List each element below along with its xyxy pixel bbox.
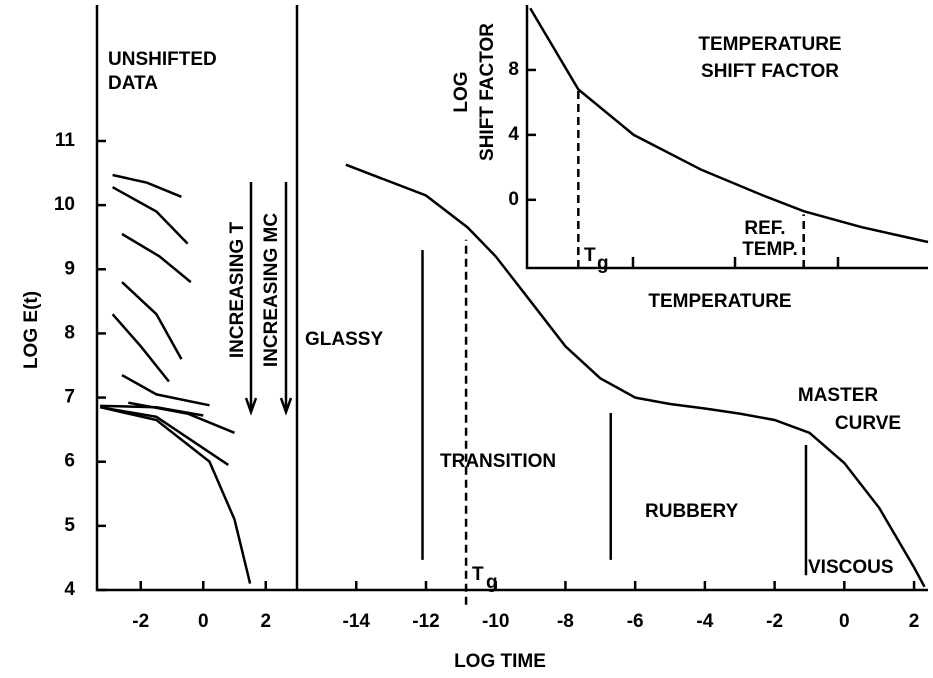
region-label: GLASSY [305,329,383,350]
inset-y-label: LOG [451,71,472,112]
curve [529,7,929,244]
region-label: TRANSITION [440,451,556,472]
curve [99,405,252,584]
x-tick-label: -12 [412,611,439,632]
y-tick-label: 0 [508,189,519,210]
region-label: RUBBERY [645,501,739,522]
tg-subscript: g [597,253,609,274]
y-tick-label: 9 [64,258,75,279]
curve [112,173,182,198]
ref-label: REF. [744,218,785,239]
inset-y-label: SHIFT FACTOR [477,23,498,161]
arrow [244,182,258,416]
curve [121,281,183,360]
y-tick-label: 11 [55,130,76,151]
x-axis-label: LOG TIME [454,651,546,672]
panel-title: UNSHIFTED [108,49,217,70]
y-tick-label: 4 [508,124,519,145]
x-tick-label: -2 [766,611,783,632]
annotation: INCREASING MC [261,213,282,367]
y-tick-label: 7 [64,387,75,408]
curve [128,401,235,434]
x-tick-label: 0 [198,611,209,632]
annotation: INCREASING T [227,222,248,359]
curve [345,163,926,588]
y-tick-label: 5 [64,515,75,536]
tg-label: T [472,564,484,585]
curve [111,186,189,245]
y-tick-label: 6 [64,451,75,472]
y-tick-label: 10 [54,194,75,215]
x-tick-label: -10 [482,611,509,632]
inset-title: TEMPERATURE [698,34,841,55]
x-tick-label: 2 [260,611,271,632]
curve-label: CURVE [835,413,901,434]
tg-subscript: g [486,572,498,593]
inset-x-label: TEMPERATURE [648,291,791,312]
y-axis-label: LOG E(t) [21,291,42,369]
tg-label: T [584,245,596,266]
x-tick-label: -4 [696,611,713,632]
arrow [279,182,293,416]
curve [111,313,170,383]
curve [121,232,192,284]
x-tick-label: 0 [839,611,850,632]
y-tick-label: 4 [64,579,75,600]
x-tick-label: -6 [627,611,644,632]
x-tick-label: -8 [557,611,574,632]
inset-title: SHIFT FACTOR [701,61,839,82]
region-label: VISCOUS [808,557,894,578]
y-tick-label: 8 [508,59,519,80]
panel-title: DATA [108,73,158,94]
ref-label: TEMP. [742,239,798,260]
x-tick-label: -2 [132,611,149,632]
curve [121,374,210,407]
x-tick-label: -14 [343,611,371,632]
x-tick-label: 2 [909,611,920,632]
inset-axes [525,5,928,270]
y-tick-label: 8 [64,322,75,343]
curve-label: MASTER [798,385,879,406]
